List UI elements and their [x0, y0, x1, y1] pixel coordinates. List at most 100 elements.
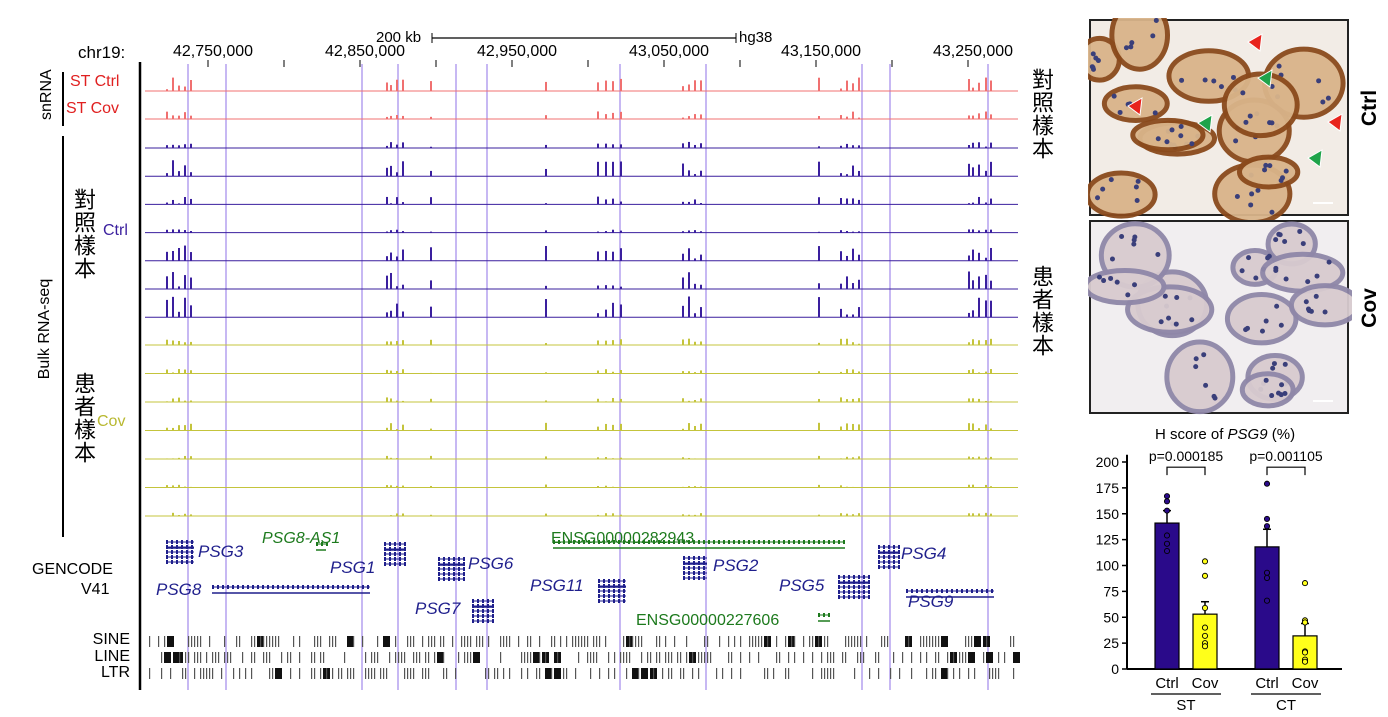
bulk-cov-2-peak	[972, 369, 974, 374]
gene-exon	[773, 540, 775, 544]
bulk-cov-7-peak	[688, 514, 690, 516]
ltr-element	[959, 668, 961, 679]
gene-exon	[748, 540, 750, 544]
gene-exon	[176, 540, 178, 544]
bulk-ctrl-4-peak	[430, 231, 432, 233]
ihc-cov-panel-nucleus	[1274, 303, 1280, 309]
bulk-cov-7-peak	[396, 513, 398, 516]
bulk-ctrl-1-peak	[386, 145, 388, 148]
bulk-cov-6-peak	[386, 485, 388, 488]
y-tick-label: 200	[1096, 454, 1120, 470]
bulk-cov-2-peak	[605, 369, 607, 374]
gene-exon	[342, 585, 344, 589]
bulk-ctrl-7-peak	[430, 306, 432, 318]
ltr-element	[383, 668, 385, 679]
gene-exon	[623, 584, 625, 588]
line-element	[731, 652, 733, 663]
line-element	[398, 652, 400, 663]
gene-exon	[492, 614, 494, 618]
ltr-element	[974, 668, 976, 679]
ltr-element	[275, 668, 282, 679]
bulk-cov-2-peak	[166, 369, 168, 374]
line-element	[863, 652, 865, 663]
gene-exon	[608, 540, 610, 544]
bulk-cov-2-peak	[818, 371, 820, 374]
data-point	[1163, 498, 1171, 505]
line-element	[530, 652, 532, 663]
bulk-cov-3-peak	[172, 398, 174, 402]
h-score-chart: 0 25 50 75 100 125 150 175 200 Ctrl Cov ST p=0.00018…	[1096, 448, 1342, 714]
bulk-cov-5-peak	[190, 456, 192, 459]
gene-exon	[438, 567, 440, 571]
sine-element	[560, 636, 562, 647]
gene-exon	[598, 579, 600, 583]
bulk-cov-5-peak	[605, 457, 607, 459]
sine-element	[965, 636, 967, 647]
ihc-ctrl-panel-nucleus	[1090, 51, 1096, 57]
sine-element	[1013, 636, 1015, 647]
gene-exon	[327, 585, 329, 589]
bulk-cov-7-peak	[852, 514, 854, 516]
gene-exon	[838, 540, 840, 544]
bulk-ctrl-1-peak	[172, 144, 174, 148]
bulk-cov-1-peak	[990, 338, 992, 345]
gene-exon	[883, 560, 885, 564]
bulk-cov-6-peak	[694, 486, 696, 488]
bulk-cov-5-peak	[840, 458, 842, 459]
bulk-ctrl-3-peak	[818, 197, 820, 205]
gene-exon	[443, 577, 445, 581]
sine-element	[431, 636, 433, 647]
ltr-element	[788, 668, 790, 679]
line-element	[416, 652, 418, 663]
bulk-cov-4-peak	[190, 423, 192, 431]
ltr-element	[404, 668, 406, 679]
line-element	[377, 652, 379, 663]
bulk-cov-2-peak	[852, 369, 854, 374]
bulk-ctrl-1-peak	[545, 144, 547, 148]
ltr-element	[527, 668, 529, 679]
bulk-ctrl-4-peak	[178, 229, 180, 233]
bulk-ctrl-7-peak	[694, 313, 696, 318]
sine-element	[209, 636, 211, 647]
gene-exon	[693, 561, 695, 565]
bulk-cov-3-peak	[818, 398, 820, 402]
ltr-element	[638, 668, 640, 679]
bulk-ctrl-5-peak	[688, 248, 690, 261]
gene-exon	[176, 545, 178, 549]
line-element	[290, 652, 292, 663]
ihc-cov-panel-nucleus	[1253, 275, 1259, 281]
gene-exon	[302, 585, 304, 589]
ltr-element	[995, 668, 997, 679]
snrna-st-ctrl-peak	[396, 79, 398, 91]
ltr-element	[194, 668, 196, 679]
bulk-ctrl-6-peak	[402, 284, 404, 289]
bulk-cov-4-peak	[990, 428, 992, 431]
ihc-cov-panel-villus	[1239, 371, 1296, 409]
sine-element	[572, 636, 574, 647]
line-element	[557, 652, 559, 663]
sine-element	[476, 636, 478, 647]
ltr-element	[350, 668, 352, 679]
gene-exon	[698, 561, 700, 565]
sine-element	[410, 636, 412, 647]
line-element	[428, 652, 430, 663]
sine-element	[422, 636, 424, 647]
gene-exon	[688, 540, 690, 544]
gene-exon	[307, 585, 309, 589]
bulk-cov-4-peak	[172, 427, 174, 431]
bar-label: Cov	[1292, 675, 1319, 692]
gene-exon	[232, 585, 234, 589]
gene-exon	[853, 580, 855, 584]
bulk-ctrl-6-peak	[818, 283, 820, 289]
bulk-cov-4-peak	[985, 424, 987, 431]
bulk-cov-7-peak	[184, 513, 186, 516]
gene-exon	[598, 584, 600, 588]
ihc-cov-panel-nucleus	[1132, 282, 1138, 288]
ihc-ctrl-panel-nucleus	[1100, 186, 1106, 192]
bulk-ctrl-1-peak	[390, 142, 392, 148]
gene-exon	[848, 585, 850, 589]
gene-exon	[673, 540, 675, 544]
line-element	[671, 652, 673, 663]
gene-exon	[828, 540, 830, 544]
bulk-ctrl-1-peak	[605, 143, 607, 148]
